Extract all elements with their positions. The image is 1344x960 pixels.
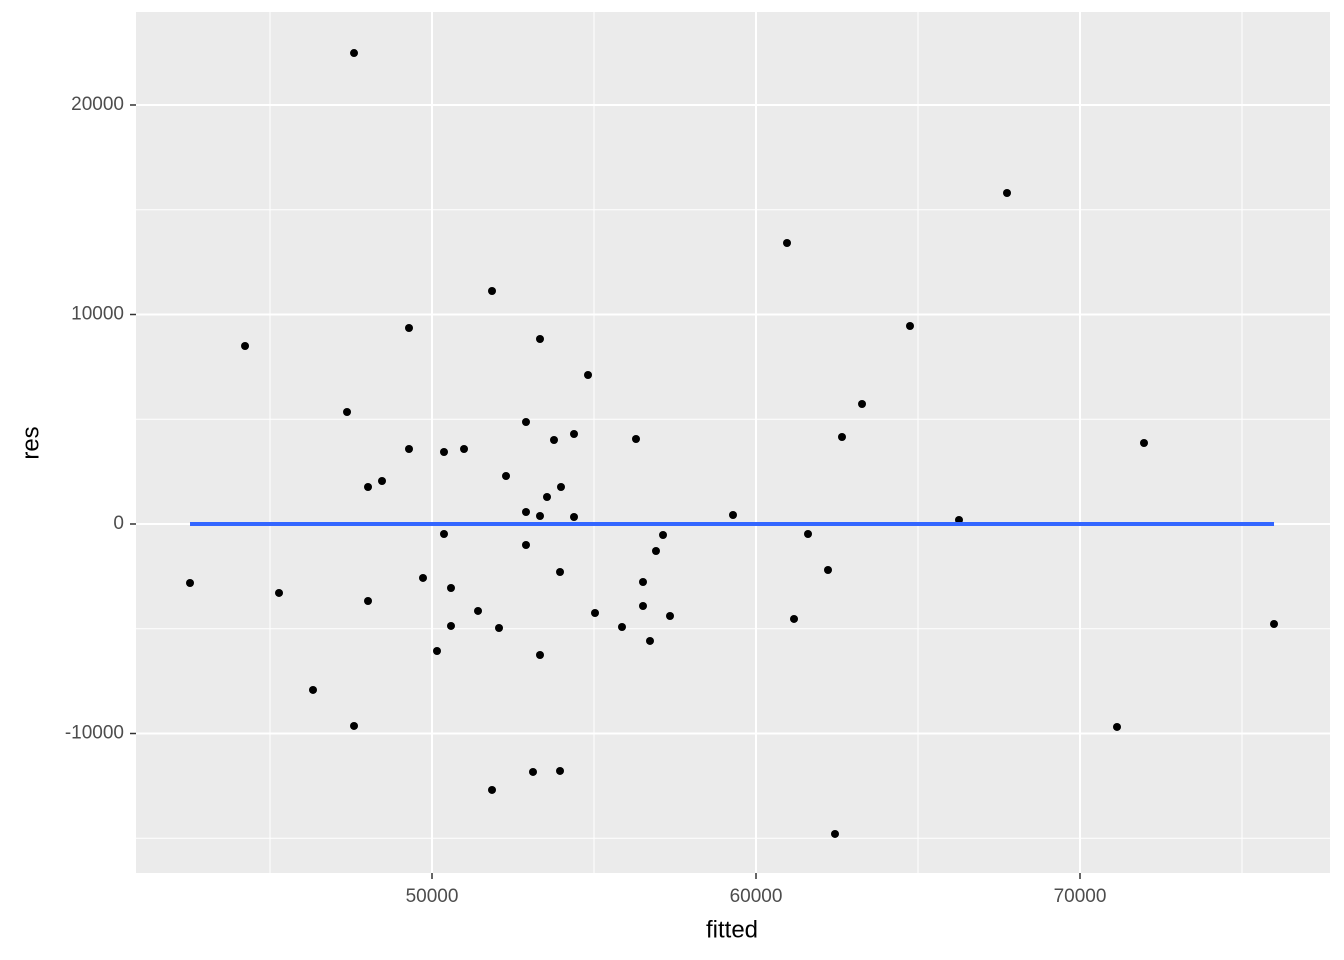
point xyxy=(591,608,600,617)
point xyxy=(446,621,455,630)
point xyxy=(556,482,565,491)
point xyxy=(631,435,640,444)
point xyxy=(906,321,915,330)
y-tick-label: 10000 xyxy=(71,304,124,325)
point xyxy=(343,407,352,416)
point xyxy=(783,239,792,248)
point xyxy=(535,650,544,659)
point xyxy=(378,477,387,486)
point xyxy=(460,444,469,453)
point xyxy=(570,512,579,521)
point xyxy=(521,540,530,549)
point xyxy=(535,511,544,520)
point xyxy=(549,436,558,445)
point xyxy=(446,583,455,592)
point xyxy=(495,623,504,632)
point xyxy=(521,507,530,516)
x-tick-label: 70000 xyxy=(1054,886,1107,907)
point xyxy=(645,636,654,645)
point xyxy=(830,829,839,838)
point xyxy=(556,766,565,775)
point xyxy=(1003,189,1012,198)
point xyxy=(275,588,284,597)
point xyxy=(542,492,551,501)
point xyxy=(651,546,660,555)
point xyxy=(617,622,626,631)
x-axis-title: fitted xyxy=(706,916,758,943)
point xyxy=(823,566,832,575)
point xyxy=(418,573,427,582)
point xyxy=(488,287,497,296)
y-tick-label: 20000 xyxy=(71,94,124,115)
point xyxy=(364,482,373,491)
point xyxy=(858,399,867,408)
point xyxy=(521,418,530,427)
point xyxy=(638,577,647,586)
point xyxy=(570,429,579,438)
point xyxy=(405,324,414,333)
point xyxy=(790,614,799,623)
y-axis-title: res xyxy=(17,426,44,459)
point xyxy=(954,515,963,524)
panel xyxy=(136,12,1330,873)
point xyxy=(659,530,668,539)
y-tick-label: -10000 xyxy=(65,723,124,744)
point xyxy=(837,433,846,442)
point xyxy=(729,510,737,519)
point xyxy=(241,342,250,351)
point xyxy=(666,611,675,620)
point xyxy=(439,447,448,456)
point xyxy=(556,567,565,576)
x-tick-label: 50000 xyxy=(406,886,459,907)
point xyxy=(186,578,195,587)
y-tick-label: 0 xyxy=(113,513,124,534)
point xyxy=(535,335,544,344)
point xyxy=(432,646,441,655)
point xyxy=(1139,439,1148,448)
x-tick-label: 60000 xyxy=(730,886,783,907)
point xyxy=(584,370,593,379)
point xyxy=(502,471,511,480)
point xyxy=(528,767,537,776)
point xyxy=(405,444,414,453)
point xyxy=(1270,619,1279,628)
point xyxy=(309,685,318,694)
point xyxy=(439,529,448,538)
point xyxy=(1113,722,1122,731)
point xyxy=(350,721,359,730)
point xyxy=(350,49,359,58)
point xyxy=(488,785,497,794)
point xyxy=(804,529,813,538)
point xyxy=(474,606,483,615)
point xyxy=(364,596,373,605)
point xyxy=(638,601,647,610)
